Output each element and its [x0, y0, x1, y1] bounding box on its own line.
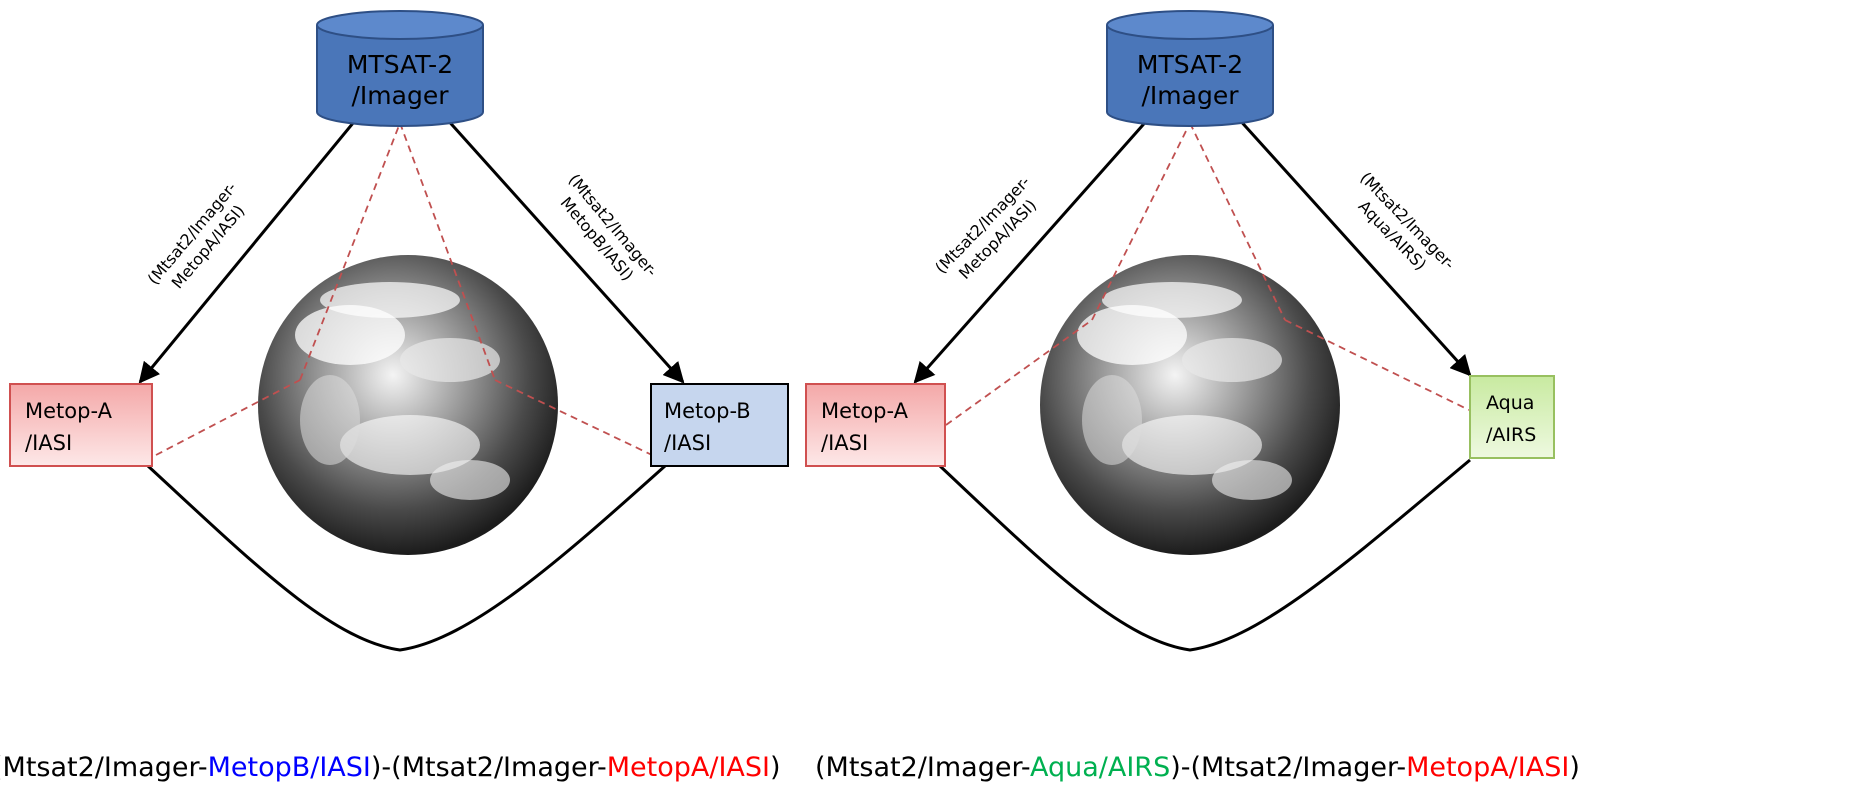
caption-part: (Mtsat2/Imager-: [0, 752, 208, 783]
arrow-to-metop-a: [913, 116, 1152, 384]
aqua-airs-box: Aqua /AIRS: [1469, 375, 1555, 459]
difference-curve: [938, 458, 1471, 652]
right-panel: MTSAT-2 /Imager Metop-A /IASI Aqua /AIRS…: [805, 10, 1555, 652]
box-line1: Aqua: [1486, 392, 1534, 414]
source-line1: MTSAT-2: [1137, 50, 1243, 79]
box-line1: Metop-A: [25, 399, 113, 423]
left-caption: (Mtsat2/Imager-MetopB/IASI)-(Mtsat2/Imag…: [0, 752, 781, 783]
box-line1: Metop-B: [664, 399, 751, 423]
caption-part-aqua: Aqua/AIRS: [1029, 752, 1171, 783]
arrow-to-metop-a: [138, 116, 360, 384]
box-line2: /IASI: [25, 431, 72, 455]
caption-part: (Mtsat2/Imager-: [815, 752, 1030, 783]
caption-part: )-(Mtsat2/Imager-: [1170, 752, 1407, 783]
metop-a-iasi-box: Metop-A /IASI: [9, 383, 153, 467]
box-line1: Metop-A: [821, 399, 909, 423]
metop-a-iasi-box: Metop-A /IASI: [805, 383, 946, 467]
earth-image: [1040, 255, 1340, 555]
caption-part-metopa: MetopA/IASI: [606, 752, 770, 783]
arrow-to-metop-b: [443, 115, 685, 384]
caption-part-metopa: MetopA/IASI: [1406, 752, 1570, 783]
left-panel: MTSAT-2 /Imager Metop-A /IASI Metop-B /I…: [9, 10, 789, 652]
caption-part-metopb: MetopB/IASI: [207, 752, 371, 783]
right-caption: (Mtsat2/Imager-Aqua/AIRS)-(Mtsat2/Imager…: [815, 752, 1580, 783]
difference-curve: [146, 464, 667, 652]
box-line2: /IASI: [821, 431, 868, 455]
mtsat2-imager-source: MTSAT-2 /Imager: [316, 10, 484, 127]
caption-part: )-(Mtsat2/Imager-: [370, 752, 607, 783]
source-line1: MTSAT-2: [347, 50, 453, 79]
right-arrow-label: (Mtsat2/Imager- MetopB/IASI): [557, 170, 662, 284]
earth-image: [258, 255, 558, 555]
box-line2: /AIRS: [1486, 424, 1536, 446]
arrow-to-aqua: [1235, 115, 1472, 377]
metop-b-iasi-box: Metop-B /IASI: [650, 383, 789, 467]
box-line2: /IASI: [664, 431, 711, 455]
caption-part: ): [1569, 752, 1580, 783]
dashed-field-of-view: [945, 122, 1470, 426]
left-arrow-label: (Mtsat2/Imager- MetopA/IASI): [144, 178, 249, 292]
source-line2: /Imager: [352, 81, 450, 110]
right-arrow-label: (Mtsat2/Imager- Aqua/AIRS): [1355, 168, 1459, 274]
dashed-field-of-view: [155, 122, 653, 456]
left-arrow-label: (Mtsat2/Imager- MetopA/IASI): [931, 172, 1040, 283]
caption-part: ): [770, 752, 781, 783]
mtsat2-imager-source: MTSAT-2 /Imager: [1106, 10, 1274, 127]
source-line2: /Imager: [1142, 81, 1240, 110]
